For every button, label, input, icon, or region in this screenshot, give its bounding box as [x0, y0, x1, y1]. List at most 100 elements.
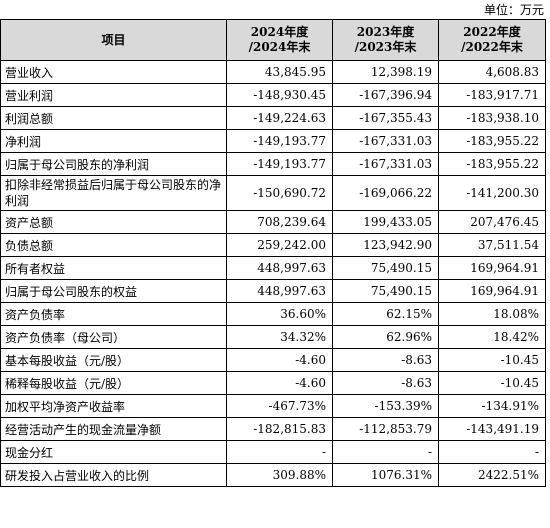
table-body: 营业收入 43,845.95 12,398.19 4,608.83 营业利润 -148,9… [0, 60, 546, 487]
value-2024: -182,815.83 [226, 417, 333, 441]
value-2022: -183,917.71 [438, 83, 546, 107]
table-row: 扣除非经常损益后归属于母公司股东的净利润 -150,690.72 -169,066.… [0, 175, 546, 211]
row-label: 资产总额 [0, 210, 227, 234]
row-label: 归属于母公司股东的权益 [0, 279, 227, 303]
value-2022: 4,608.83 [438, 60, 546, 84]
value-2023: 1076.31% [332, 463, 439, 487]
value-2024: 43,845.95 [226, 60, 333, 84]
value-2024: -4.60 [226, 371, 333, 395]
row-label: 归属于母公司股东的净利润 [0, 152, 227, 176]
table-row: 稀释每股收益（元/股） -4.60 -8.63 -10.45 [0, 371, 546, 395]
table-row: 所有者权益 448,997.63 75,490.15 169,964.91 [0, 256, 546, 280]
value-2023: -169,066.22 [332, 175, 439, 211]
value-2024: 309.88% [226, 463, 333, 487]
value-2022: 169,964.91 [438, 279, 546, 303]
header-2023-line2: /2023年末 [354, 40, 417, 54]
header-2023-line1: 2023年度 [356, 25, 415, 39]
header-item: 项目 [0, 19, 227, 61]
value-2022: -183,955.22 [438, 129, 546, 153]
table-row: 资产总额 708,239.64 199,433.05 207,476.45 [0, 210, 546, 234]
header-row: 项目 2024年度 /2024年末 2023年度 /2023年末 2022年度 … [0, 19, 546, 61]
table-row: 资产负债率 36.60% 62.15% 18.08% [0, 302, 546, 326]
value-2022: -183,938.10 [438, 106, 546, 130]
row-label: 经营活动产生的现金流量净额 [0, 417, 227, 441]
table-header: 项目 2024年度 /2024年末 2023年度 /2023年末 2022年度 … [0, 19, 546, 61]
unit-label: 单位：万元 [483, 3, 544, 17]
value-2024: -150,690.72 [226, 175, 333, 211]
table-row: 资产负债率（母公司） 34.32% 62.96% 18.42% [0, 325, 546, 349]
header-2024: 2024年度 /2024年末 [226, 19, 333, 61]
header-2023: 2023年度 /2023年末 [332, 19, 439, 61]
row-label: 净利润 [0, 129, 227, 153]
table-row: 归属于母公司股东的权益 448,997.63 75,490.15 169,964.91 [0, 279, 546, 303]
value-2024: - [226, 440, 333, 464]
header-2024-line2: /2024年末 [248, 40, 311, 54]
table-row: 现金分红 - - - [0, 440, 546, 464]
table-row: 负债总额 259,242.00 123,942.90 37,511.54 [0, 233, 546, 257]
value-2023: -8.63 [332, 371, 439, 395]
value-2022: -10.45 [438, 371, 546, 395]
value-2024: 448,997.63 [226, 279, 333, 303]
table-row: 营业收入 43,845.95 12,398.19 4,608.83 [0, 60, 546, 84]
value-2023: 199,433.05 [332, 210, 439, 234]
value-2023: -167,331.03 [332, 129, 439, 153]
table-row: 研发投入占营业收入的比例 309.88% 1076.31% 2422.51% [0, 463, 546, 487]
table-row: 利润总额 -149,224.63 -167,355.43 -183,938.10 [0, 106, 546, 130]
value-2022: - [438, 440, 546, 464]
value-2024: -149,224.63 [226, 106, 333, 130]
value-2024: -149,193.77 [226, 152, 333, 176]
value-2022: -183,955.22 [438, 152, 546, 176]
row-label: 研发投入占营业收入的比例 [0, 463, 227, 487]
row-label: 利润总额 [0, 106, 227, 130]
row-label: 营业利润 [0, 83, 227, 107]
row-label: 稀释每股收益（元/股） [0, 371, 227, 395]
row-label: 扣除非经常损益后归属于母公司股东的净利润 [0, 175, 227, 211]
table-row: 营业利润 -148,930.45 -167,396.94 -183,917.71 [0, 83, 546, 107]
table-row: 净利润 -149,193.77 -167,331.03 -183,955.22 [0, 129, 546, 153]
header-2024-line1: 2024年度 [250, 25, 309, 39]
value-2024: 708,239.64 [226, 210, 333, 234]
row-label: 资产负债率 [0, 302, 227, 326]
value-2023: -112,853.79 [332, 417, 439, 441]
value-2022: 169,964.91 [438, 256, 546, 280]
row-label: 现金分红 [0, 440, 227, 464]
value-2023: - [332, 440, 439, 464]
value-2024: 259,242.00 [226, 233, 333, 257]
header-2022-line1: 2022年度 [463, 25, 521, 39]
value-2023: 75,490.15 [332, 279, 439, 303]
financial-table: 项目 2024年度 /2024年末 2023年度 /2023年末 2022年度 … [0, 19, 546, 487]
table-row: 加权平均净资产收益率 -467.73% -153.39% -134.91% [0, 394, 546, 418]
row-label: 所有者权益 [0, 256, 227, 280]
value-2023: -167,331.03 [332, 152, 439, 176]
value-2024: -4.60 [226, 348, 333, 372]
value-2024: -149,193.77 [226, 129, 333, 153]
value-2023: -167,396.94 [332, 83, 439, 107]
value-2023: 62.96% [332, 325, 439, 349]
value-2022: -10.45 [438, 348, 546, 372]
row-label: 加权平均净资产收益率 [0, 394, 227, 418]
value-2023: 62.15% [332, 302, 439, 326]
table-row: 经营活动产生的现金流量净额 -182,815.83 -112,853.79 -143,… [0, 417, 546, 441]
value-2023: 12,398.19 [332, 60, 439, 84]
row-label: 资产负债率（母公司） [0, 325, 227, 349]
value-2022: -134.91% [438, 394, 546, 418]
header-2022-line2: /2022年末 [461, 40, 523, 54]
row-label: 基本每股收益（元/股） [0, 348, 227, 372]
value-2023: -167,355.43 [332, 106, 439, 130]
table-row: 归属于母公司股东的净利润 -149,193.77 -167,331.03 -183,9… [0, 152, 546, 176]
table-row: 基本每股收益（元/股） -4.60 -8.63 -10.45 [0, 348, 546, 372]
header-2022: 2022年度 /2022年末 [438, 19, 546, 61]
row-label: 负债总额 [0, 233, 227, 257]
value-2022: 2422.51% [438, 463, 546, 487]
value-2024: 34.32% [226, 325, 333, 349]
value-2022: 37,511.54 [438, 233, 546, 257]
row-label: 营业收入 [0, 60, 227, 84]
value-2022: 18.42% [438, 325, 546, 349]
value-2023: 75,490.15 [332, 256, 439, 280]
value-2022: 207,476.45 [438, 210, 546, 234]
value-2024: 448,997.63 [226, 256, 333, 280]
value-2023: 123,942.90 [332, 233, 439, 257]
value-2024: -148,930.45 [226, 83, 333, 107]
value-2022: -143,491.19 [438, 417, 546, 441]
value-2024: 36.60% [226, 302, 333, 326]
